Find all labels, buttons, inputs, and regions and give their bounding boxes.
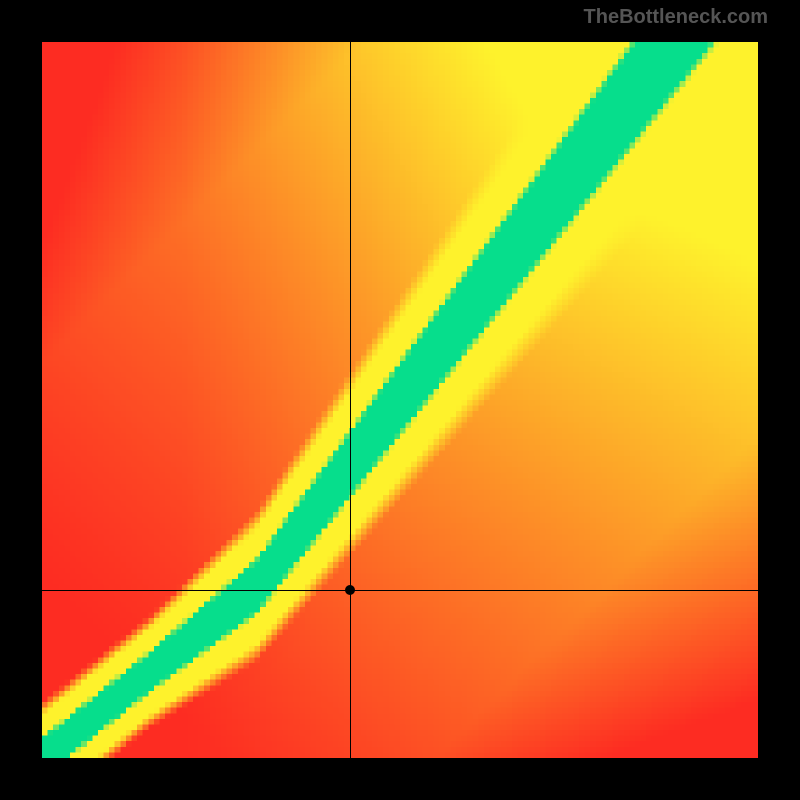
crosshair-marker: [345, 585, 355, 595]
crosshair-horizontal: [42, 590, 758, 591]
plot-area: [42, 42, 758, 758]
crosshair-vertical: [350, 42, 351, 758]
watermark-text: TheBottleneck.com: [584, 6, 768, 29]
heatmap-canvas: [42, 42, 758, 758]
